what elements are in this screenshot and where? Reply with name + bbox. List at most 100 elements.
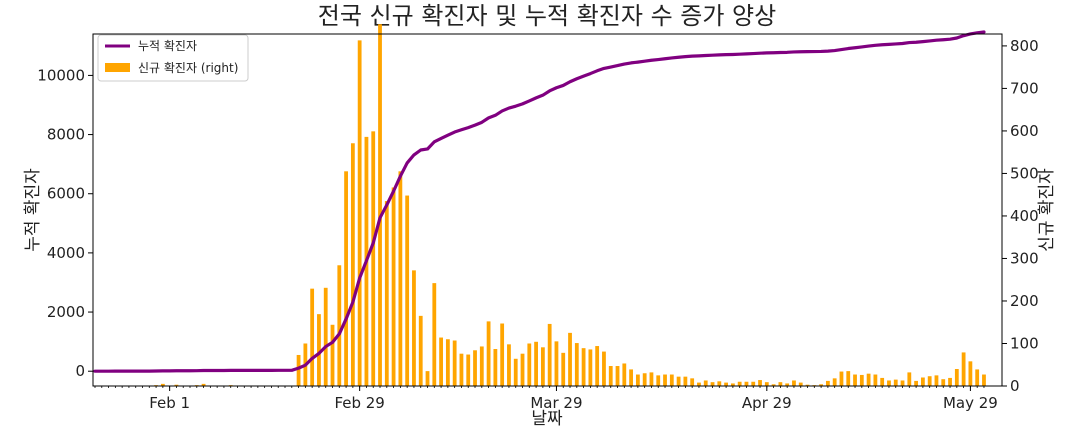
- x-tick-label: Apr 29: [742, 394, 792, 412]
- new-cases-bar: [581, 348, 586, 386]
- new-cases-bar: [710, 382, 715, 386]
- new-cases-bar: [350, 143, 355, 386]
- new-cases-bar: [676, 376, 681, 386]
- chart-title: 전국 신규 확진자 및 누적 확진자 수 증가 양상: [318, 2, 776, 30]
- new-cases-bar: [615, 366, 620, 386]
- right-y-tick-label: 800: [1010, 37, 1039, 55]
- new-cases-bar: [683, 376, 688, 386]
- new-cases-bar: [602, 351, 606, 386]
- new-cases-bar: [846, 371, 851, 386]
- new-cases-bar: [717, 381, 722, 386]
- right-y-tick-label: 100: [1010, 334, 1039, 352]
- new-cases-bar: [744, 381, 749, 386]
- new-cases-bar: [405, 195, 410, 386]
- new-cases-bar: [391, 187, 396, 386]
- new-cases-bar: [968, 361, 973, 386]
- new-cases-bar: [622, 363, 627, 386]
- left-y-axis-ticks: 0 2000 4000 6000 8000 10000: [37, 66, 93, 380]
- new-cases-bar: [920, 377, 925, 386]
- new-cases-bar: [697, 382, 701, 386]
- new-cases-bar: [669, 374, 674, 386]
- new-cases-bar: [887, 380, 891, 386]
- plot-frame: [92, 33, 1003, 387]
- new-cases-bar: [357, 40, 362, 386]
- new-cases-bar: [527, 343, 532, 386]
- right-y-tick-label: 600: [1010, 122, 1039, 140]
- new-cases-bar: [982, 374, 986, 386]
- new-cases-bar: [832, 378, 837, 386]
- new-cases-bar: [934, 375, 939, 386]
- new-cases-bar: [690, 378, 695, 386]
- new-cases-bar: [547, 323, 552, 386]
- new-cases-bar: [201, 383, 206, 386]
- new-cases-bar: [880, 377, 885, 386]
- right-y-tick-label: 700: [1010, 79, 1039, 97]
- left-y-tick-label: 2000: [47, 303, 85, 321]
- new-cases-bar: [724, 382, 728, 386]
- new-cases-bar: [771, 384, 776, 386]
- new-cases-bar: [941, 379, 946, 386]
- legend-label-cumulative: 누적 확진자: [138, 39, 197, 53]
- new-cases-bar: [337, 265, 342, 386]
- legend-box: [97, 34, 249, 82]
- new-cases-bar: [466, 354, 471, 386]
- new-cases-bar: [907, 372, 912, 386]
- right-y-tick-label: 400: [1010, 207, 1039, 225]
- new-cases-bar: [764, 382, 769, 386]
- new-cases-bar: [819, 384, 823, 386]
- new-cases-bar: [418, 315, 423, 386]
- new-cases-bar: [486, 321, 491, 386]
- x-tick-label: Feb 29: [334, 394, 384, 412]
- new-cases-bar: [873, 374, 878, 386]
- new-cases-bar: [588, 349, 593, 386]
- new-cases-bar: [330, 324, 335, 386]
- new-cases-bar: [927, 376, 932, 386]
- new-cases-bar: [608, 366, 613, 386]
- new-cases-bar: [160, 383, 165, 386]
- new-cases-bar: [859, 374, 864, 386]
- cumulative-cases-line-layer: [93, 30, 986, 373]
- new-cases-bar: [825, 380, 830, 386]
- left-y-tick-label: 0: [75, 362, 85, 380]
- new-cases-bar: [561, 352, 566, 386]
- new-cases-bar: [975, 369, 980, 386]
- new-cases-bar: [961, 352, 966, 386]
- new-cases-bar: [785, 383, 790, 386]
- new-cases-bar: [378, 24, 382, 386]
- new-cases-bar: [493, 349, 498, 386]
- right-y-axis-ticks: 0 100 200 300 400 500 600 700 800: [1002, 37, 1039, 395]
- x-tick-label: Feb 1: [149, 394, 190, 412]
- right-y-tick-label: 200: [1010, 292, 1039, 310]
- new-cases-bar: [635, 374, 640, 386]
- new-cases-bar: [737, 381, 742, 386]
- new-cases-bar: [656, 375, 661, 386]
- new-cases-bar: [296, 354, 301, 386]
- new-cases-bar: [507, 344, 511, 386]
- new-cases-bar: [798, 382, 803, 386]
- new-cases-bar: [323, 287, 328, 386]
- new-cases-bar: [568, 332, 572, 386]
- new-cases-bar: [595, 346, 600, 386]
- new-cases-bar: [703, 380, 708, 386]
- new-cases-bar: [954, 369, 959, 386]
- legend-label-new: 신규 확진자 (right): [138, 61, 238, 75]
- new-cases-bar: [317, 314, 321, 386]
- new-cases-bar: [574, 343, 579, 386]
- new-cases-bar: [663, 374, 667, 386]
- new-cases-bar: [900, 380, 905, 386]
- new-cases-bar: [730, 383, 735, 386]
- left-y-tick-label: 10000: [37, 66, 85, 84]
- legend-bar-swatch: [105, 63, 130, 72]
- new-cases-bar: [554, 341, 559, 386]
- x-tick-label: Mar 29: [530, 394, 582, 412]
- new-cases-bar: [751, 381, 756, 386]
- right-y-tick-label: 0: [1010, 377, 1020, 395]
- new-cases-bar: [439, 337, 443, 386]
- new-cases-bar: [473, 350, 477, 386]
- new-cases-bar: [948, 377, 952, 386]
- new-cases-bar: [853, 374, 857, 386]
- new-cases-bar: [513, 358, 518, 386]
- new-cases-bar: [452, 340, 457, 386]
- left-y-tick-label: 4000: [47, 244, 85, 262]
